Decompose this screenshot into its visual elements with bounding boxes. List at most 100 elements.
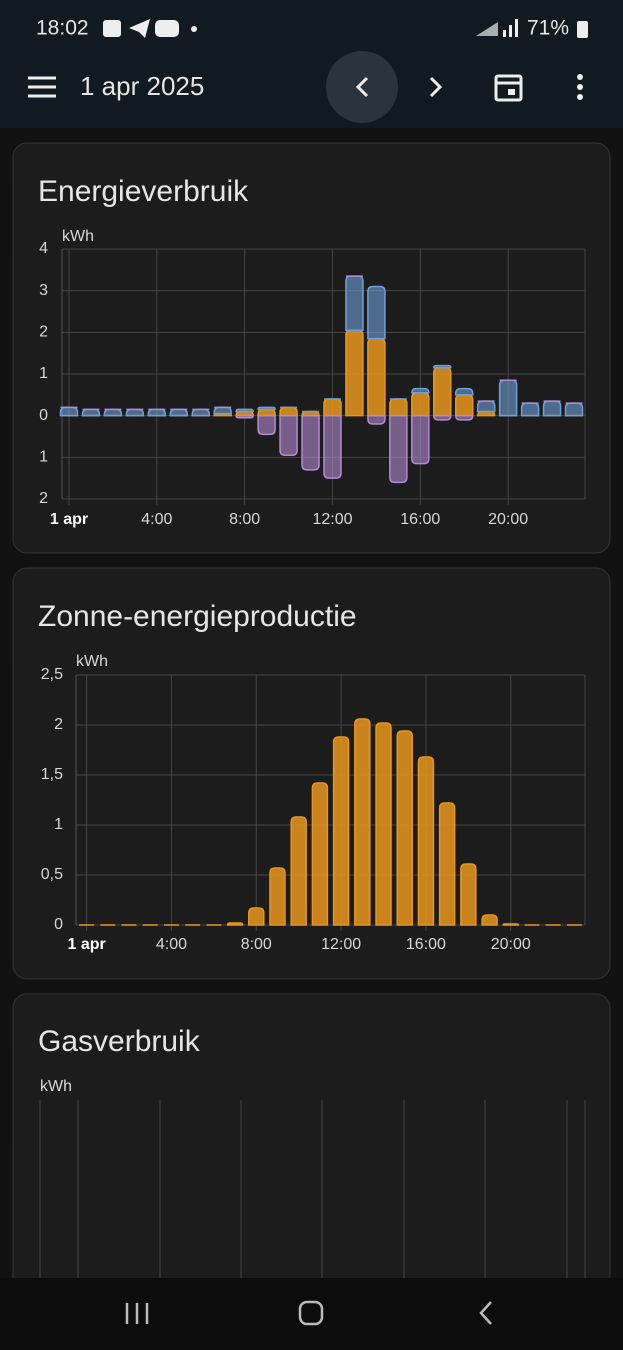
menu-button[interactable] [28, 76, 56, 98]
y-tick-label: 2 [39, 490, 48, 507]
x-tick-label: 12:00 [312, 511, 352, 528]
nav-bar [0, 1278, 623, 1350]
bar [460, 863, 477, 926]
bar [498, 379, 518, 417]
bar [147, 408, 167, 417]
x-tick-label: 8:00 [229, 511, 260, 528]
back-button[interactable] [479, 1301, 492, 1325]
x-tick-label: 16:00 [400, 511, 440, 528]
x-tick-label: 16:00 [406, 936, 446, 953]
bar [279, 414, 298, 456]
bar [323, 398, 342, 417]
more-button[interactable] [577, 74, 583, 100]
bar [323, 414, 342, 479]
x-tick-label: 20:00 [488, 511, 528, 528]
bar [81, 408, 101, 417]
x-tick-label: 12:00 [321, 936, 361, 953]
status-icons [103, 19, 588, 38]
bar [454, 387, 474, 396]
bar [520, 402, 540, 417]
chart-title: Zonne-energieproductie [38, 600, 357, 633]
y-tick-label: 4 [39, 240, 48, 257]
y-axis-unit: kWh [62, 228, 94, 245]
y-tick-label: 0 [54, 916, 63, 933]
nav-buttons [125, 1300, 492, 1326]
bar [367, 414, 386, 425]
x-tick-label: 4:00 [141, 511, 172, 528]
next-day-button[interactable] [429, 76, 443, 98]
y-tick-label: 0 [39, 407, 48, 424]
status-time: 18:02 [36, 17, 89, 40]
bar [375, 722, 392, 926]
recent-apps-button[interactable] [125, 1303, 149, 1324]
bar [354, 718, 371, 926]
bar [59, 406, 79, 417]
bar [213, 406, 232, 415]
bar [454, 414, 474, 421]
bar [103, 408, 123, 417]
bar [367, 337, 386, 417]
bar [290, 816, 307, 926]
bar [367, 285, 386, 340]
bar [454, 394, 474, 417]
calendar-button[interactable] [494, 74, 523, 102]
y-tick-label: 1,5 [41, 766, 63, 783]
bar [438, 802, 456, 926]
home-button[interactable] [298, 1300, 324, 1326]
y-tick-label: 1 [39, 449, 48, 466]
bar [311, 782, 329, 926]
bar [417, 756, 435, 926]
bar [226, 922, 244, 926]
card [12, 993, 611, 1350]
bar [481, 914, 498, 926]
bar [332, 736, 350, 926]
bar [235, 414, 254, 419]
bar [191, 408, 210, 417]
bar [257, 408, 276, 417]
y-axis-unit: kWh [76, 653, 108, 670]
bar [564, 402, 584, 417]
bar [433, 414, 452, 421]
x-tick-label: 4:00 [156, 936, 187, 953]
bar [248, 907, 265, 926]
x-tick-label: 20:00 [491, 936, 531, 953]
bar [169, 408, 189, 417]
y-tick-label: 2,5 [41, 666, 63, 683]
x-tick-label: 8:00 [241, 936, 272, 953]
bar [269, 867, 286, 926]
chart-title: Gasverbruik [38, 1025, 201, 1058]
bar [257, 406, 276, 411]
bar [125, 408, 145, 417]
bar [235, 408, 254, 413]
bar [433, 364, 452, 369]
y-tick-label: 2 [39, 324, 48, 341]
y-tick-label: 1 [54, 816, 63, 833]
battery-level: 71% [527, 17, 569, 40]
bar [389, 414, 408, 484]
x-tick-label: 1 apr [67, 936, 105, 953]
y-axis-unit: kWh [40, 1078, 72, 1095]
y-tick-label: 2 [54, 716, 63, 733]
y-tick-label: 1 [39, 365, 48, 382]
bar [433, 367, 452, 417]
app-title: 1 apr 2025 [80, 71, 204, 101]
bar [396, 730, 413, 926]
bar [411, 392, 430, 417]
x-tick-label: 1 apr [50, 511, 88, 528]
bar [542, 400, 562, 417]
y-tick-label: 0,5 [41, 866, 63, 883]
bar [257, 414, 276, 436]
card [12, 142, 611, 554]
bar [279, 406, 298, 417]
bar [389, 398, 408, 417]
bar [476, 400, 496, 413]
bar [345, 275, 364, 331]
chart-title: Energieverbruik [38, 175, 249, 208]
previous-day-button[interactable] [326, 51, 398, 123]
bar [411, 387, 430, 394]
bar [345, 329, 364, 417]
bar [502, 923, 520, 926]
